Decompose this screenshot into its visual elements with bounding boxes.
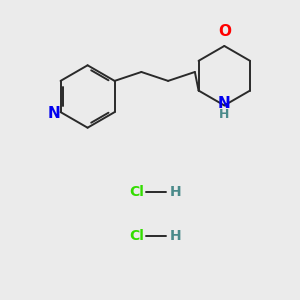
Text: H: H	[170, 229, 182, 243]
Text: Cl: Cl	[129, 184, 144, 199]
Text: N: N	[48, 106, 60, 121]
Text: Cl: Cl	[129, 229, 144, 243]
Text: H: H	[219, 108, 230, 122]
Text: H: H	[170, 184, 182, 199]
Text: N: N	[218, 96, 231, 111]
Text: O: O	[218, 24, 231, 39]
